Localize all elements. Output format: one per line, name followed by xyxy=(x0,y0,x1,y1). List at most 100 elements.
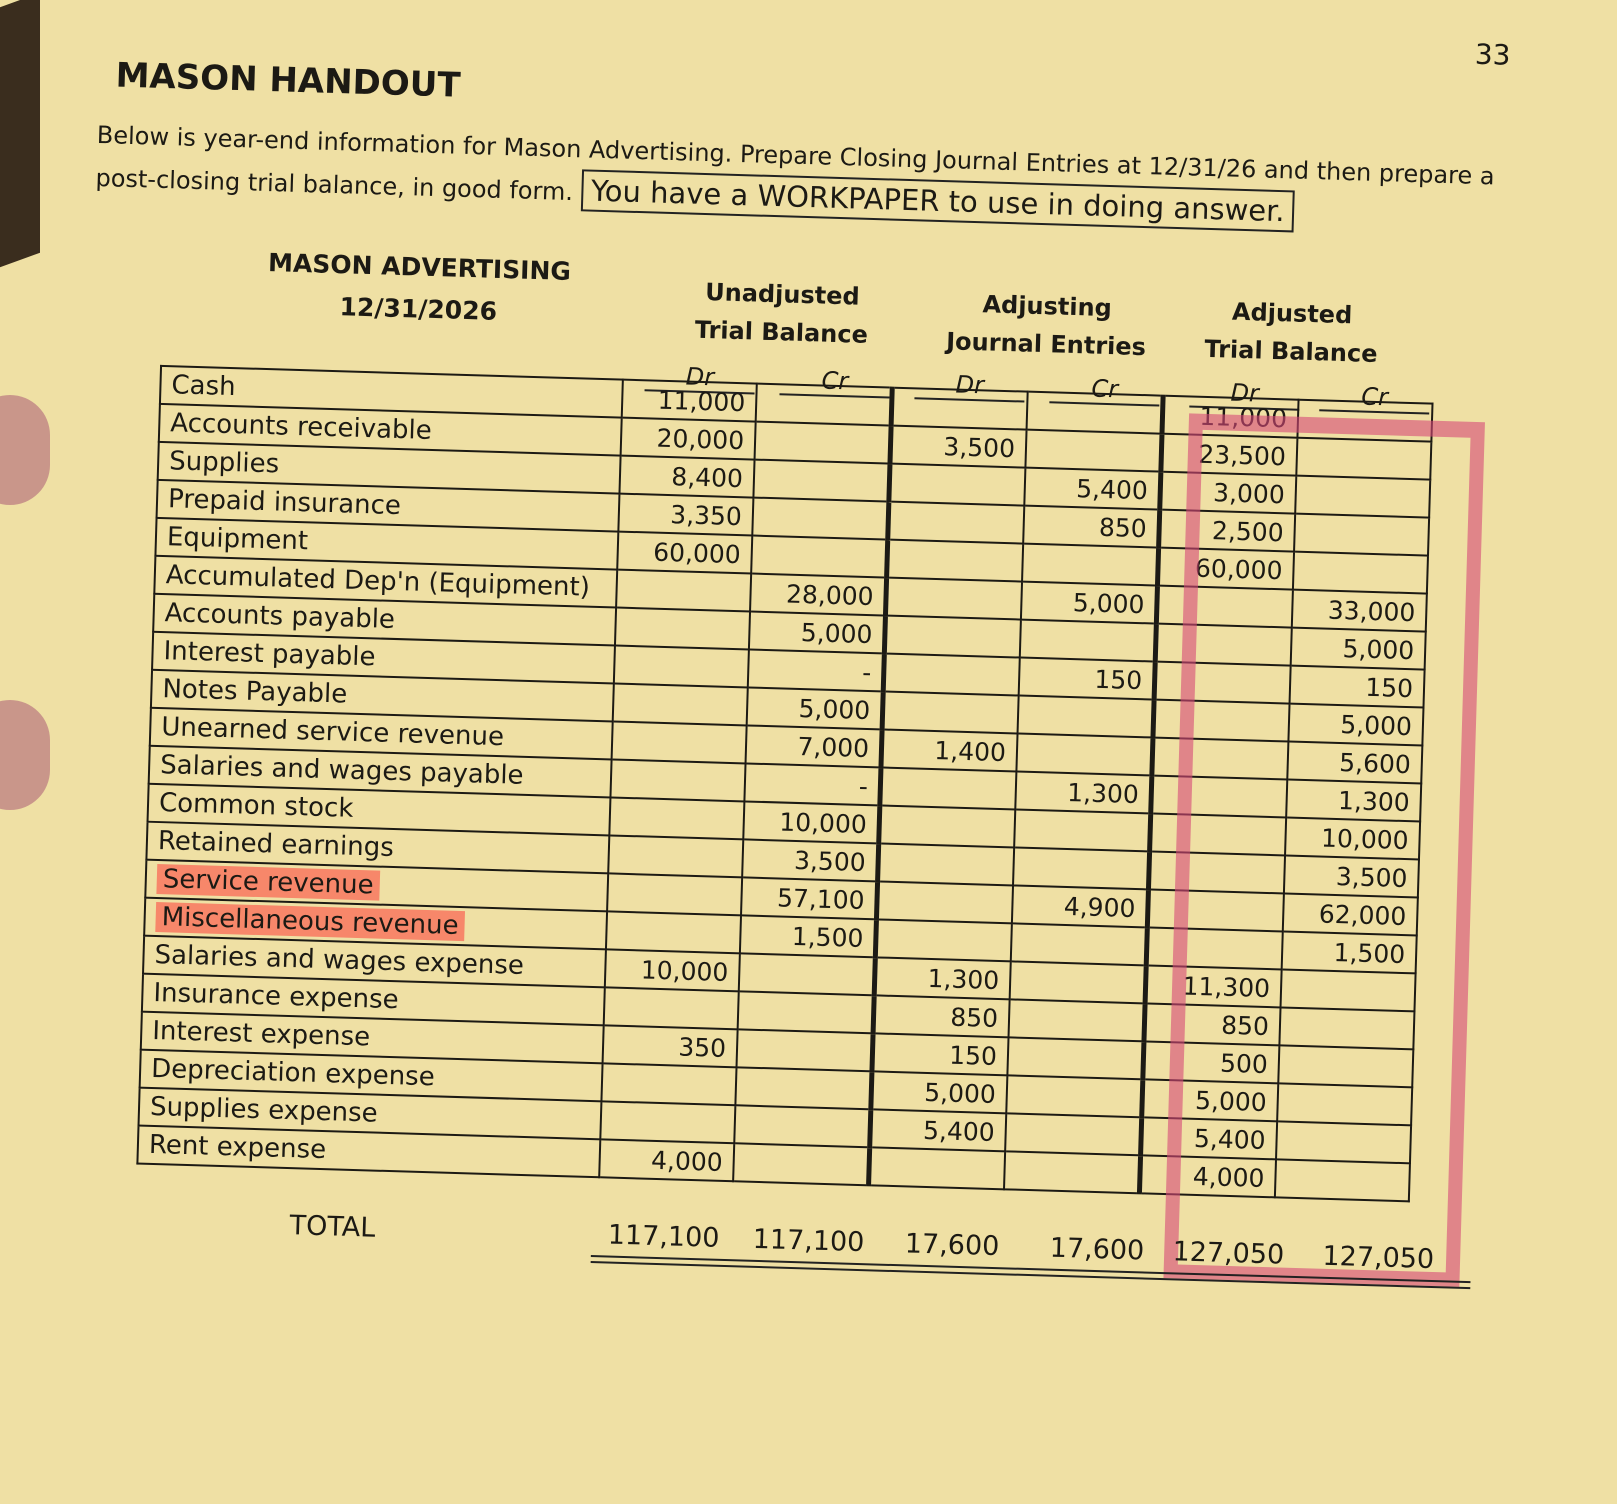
amount-cell xyxy=(616,569,752,612)
amount-cell xyxy=(605,911,742,954)
amount-cell: 4,000 xyxy=(1139,1155,1277,1198)
amount-cell: 3,500 xyxy=(889,425,1027,468)
amount-cell xyxy=(1295,475,1431,518)
amount-cell xyxy=(1292,551,1428,594)
amount-cell xyxy=(1149,813,1287,856)
instructions: Below is year-end information for Mason … xyxy=(95,115,1497,239)
account-name: Insurance expense xyxy=(153,977,400,1016)
amount-cell: 5,400 xyxy=(1140,1117,1278,1160)
group-line2: Trial Balance xyxy=(694,315,869,349)
amount-cell xyxy=(1008,999,1146,1042)
amount-cell: 1,400 xyxy=(880,729,1018,772)
amount-cell: 7,000 xyxy=(745,725,883,768)
amount-cell xyxy=(737,991,875,1034)
amount-cell: 11,300 xyxy=(1145,965,1282,1008)
amount-cell: 5,000 xyxy=(1290,627,1426,670)
amount-cell xyxy=(735,1067,872,1110)
amount-cell xyxy=(612,683,748,726)
total-amount: 17,600 xyxy=(904,1228,1000,1263)
amount-cell: 5,400 xyxy=(869,1109,1007,1152)
account-name: Accounts payable xyxy=(164,598,396,635)
amount-cell xyxy=(613,645,749,688)
account-name: Rent expense xyxy=(148,1129,327,1166)
amount-cell xyxy=(751,535,888,578)
amount-cell: 1,300 xyxy=(1015,771,1152,814)
amount-cell xyxy=(1156,585,1293,628)
amount-cell: 5,400 xyxy=(1024,467,1161,510)
amount-cell xyxy=(885,577,1023,620)
amount-cell: 11,000 xyxy=(1161,395,1299,438)
group-line2: Journal Entries xyxy=(945,327,1147,362)
amount-cell xyxy=(1277,1083,1413,1126)
amount-cell: 60,000 xyxy=(617,531,753,574)
amount-cell xyxy=(1009,961,1147,1004)
group-adjusted: Adjusted Trial Balance xyxy=(1190,291,1392,373)
amount-cell xyxy=(891,387,1028,430)
amount-cell: 28,000 xyxy=(750,573,887,616)
amount-cell: 5,000 xyxy=(1141,1079,1279,1122)
amount-cell xyxy=(1280,969,1416,1012)
amount-cell: 57,100 xyxy=(741,877,878,920)
amount-cell xyxy=(878,805,1016,848)
amount-cell xyxy=(755,383,893,426)
account-name: Retained earnings xyxy=(157,826,395,864)
amount-cell xyxy=(1147,889,1284,932)
account-name: Miscellaneous revenue xyxy=(155,902,466,942)
amount-cell xyxy=(608,835,744,878)
amount-cell xyxy=(1297,399,1433,442)
amount-cell xyxy=(1006,1075,1143,1118)
amount-cell xyxy=(734,1105,871,1148)
amount-cell xyxy=(607,873,743,916)
amount-cell xyxy=(614,607,751,650)
amount-cell: 1,500 xyxy=(1281,931,1417,974)
account-name: Unearned service revenue xyxy=(160,712,505,753)
amount-cell: 23,500 xyxy=(1160,433,1298,476)
amount-cell xyxy=(738,953,876,996)
amount-cell xyxy=(1014,809,1151,852)
amount-cell xyxy=(882,691,1019,734)
amount-cell: 60,000 xyxy=(1157,547,1295,590)
amount-cell xyxy=(1022,543,1159,586)
company-header: MASON ADVERTISING 12/31/2026 xyxy=(266,242,572,335)
amount-cell: 3,500 xyxy=(742,839,879,882)
page-number: 33 xyxy=(1474,37,1511,72)
amount-cell: 1,300 xyxy=(874,957,1011,1000)
amount-cell xyxy=(868,1147,1006,1190)
account-name: Supplies expense xyxy=(149,1091,379,1129)
amount-cell xyxy=(1296,437,1432,480)
amount-cell: 4,900 xyxy=(1011,885,1149,928)
amount-cell: 850 xyxy=(1023,505,1160,548)
amount-cell xyxy=(1151,737,1289,780)
amount-cell xyxy=(1025,429,1162,472)
account-name: Interest payable xyxy=(163,636,376,673)
amount-cell xyxy=(884,615,1021,658)
amount-cell: 5,000 xyxy=(746,687,884,730)
amount-cell xyxy=(1016,733,1153,776)
amount-cell xyxy=(1274,1159,1410,1202)
amount-cell xyxy=(1148,851,1286,894)
amount-cell: 4,000 xyxy=(599,1139,735,1182)
amount-cell xyxy=(883,653,1020,696)
group-line2: Trial Balance xyxy=(1204,334,1378,368)
account-name: Supplies xyxy=(168,446,280,480)
total-amount: 17,600 xyxy=(1049,1232,1145,1267)
amount-cell xyxy=(733,1143,870,1186)
account-name: Common stock xyxy=(158,788,354,824)
company-name: MASON ADVERTISING xyxy=(267,248,572,287)
total-amount: 117,100 xyxy=(607,1219,720,1254)
group-line1: Unadjusted xyxy=(704,278,861,311)
amount-cell: 5,000 xyxy=(1288,703,1424,746)
amount-cell: 10,000 xyxy=(604,949,740,992)
amount-cell xyxy=(875,919,1012,962)
account-name: Prepaid insurance xyxy=(167,484,402,522)
amount-cell xyxy=(888,463,1026,506)
amount-cell: 150 xyxy=(1289,665,1425,708)
amount-cell xyxy=(1279,1007,1415,1050)
finger xyxy=(0,395,50,505)
amount-cell xyxy=(611,721,747,764)
amount-cell: 2,500 xyxy=(1158,509,1296,552)
amount-cell: 500 xyxy=(1142,1041,1280,1084)
amount-cell: 8,400 xyxy=(619,455,755,498)
amount-cell xyxy=(1026,391,1164,434)
